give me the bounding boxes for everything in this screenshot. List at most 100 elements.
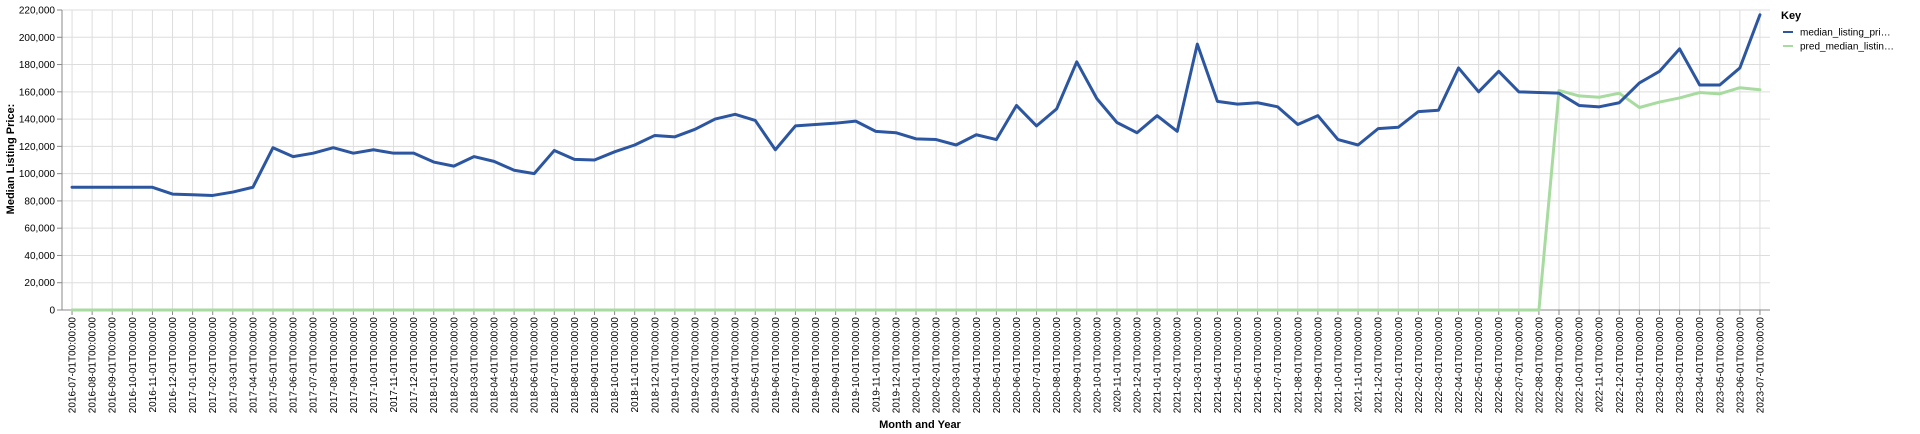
x-tick-label: 2019-04-01T00:00:00 bbox=[731, 317, 742, 414]
x-tick-label: 2023-05-01T00:00:00 bbox=[1715, 317, 1726, 414]
x-tick-label: 2023-01-01T00:00:00 bbox=[1635, 317, 1646, 414]
x-tick-label: 2021-07-01T00:00:00 bbox=[1273, 317, 1284, 414]
x-tick-label: 2020-08-01T00:00:00 bbox=[1052, 317, 1063, 414]
x-tick-label: 2016-12-01T00:00:00 bbox=[168, 317, 179, 414]
series-line-0 bbox=[70, 13, 1762, 197]
x-tick-label: 2020-01-01T00:00:00 bbox=[912, 317, 923, 414]
x-tick-label: 2019-10-01T00:00:00 bbox=[851, 317, 862, 414]
x-tick-label: 2019-05-01T00:00:00 bbox=[751, 317, 762, 414]
x-tick-label: 2022-01-01T00:00:00 bbox=[1394, 317, 1405, 414]
x-tick-label: 2017-03-01T00:00:00 bbox=[228, 317, 239, 414]
x-tick-label: 2021-08-01T00:00:00 bbox=[1293, 317, 1304, 414]
x-tick-label: 2020-04-01T00:00:00 bbox=[972, 317, 983, 414]
x-tick-label: 2019-07-01T00:00:00 bbox=[791, 317, 802, 414]
x-tick-label: 2016-11-01T00:00:00 bbox=[148, 317, 159, 413]
x-tick-label: 2022-12-01T00:00:00 bbox=[1615, 317, 1626, 414]
x-tick-label: 2017-07-01T00:00:00 bbox=[309, 317, 320, 414]
x-tick-label: 2021-02-01T00:00:00 bbox=[1173, 317, 1184, 414]
x-tick-label: 2022-07-01T00:00:00 bbox=[1514, 317, 1525, 414]
x-tick-label: 2019-09-01T00:00:00 bbox=[831, 317, 842, 414]
x-tick-label: 2022-10-01T00:00:00 bbox=[1575, 317, 1586, 414]
x-tick-label: 2017-12-01T00:00:00 bbox=[409, 317, 420, 414]
y-tick-label: 140,000 bbox=[19, 115, 56, 126]
x-tick-label: 2022-03-01T00:00:00 bbox=[1434, 317, 1445, 414]
x-tick-label: 2018-05-01T00:00:00 bbox=[510, 317, 521, 414]
series-lines bbox=[70, 13, 1762, 312]
x-tick-label: 2020-07-01T00:00:00 bbox=[1032, 317, 1043, 414]
y-axis-title: Median Listing Price: bbox=[5, 104, 17, 215]
x-tick-label: 2023-07-01T00:00:00 bbox=[1755, 317, 1766, 414]
x-tick-label: 2020-06-01T00:00:00 bbox=[1012, 317, 1023, 414]
x-tick-label: 2021-11-01T00:00:00 bbox=[1354, 317, 1365, 413]
x-tick-label: 2020-05-01T00:00:00 bbox=[992, 317, 1003, 414]
x-tick-label: 2018-08-01T00:00:00 bbox=[570, 317, 581, 414]
x-tick-label: 2020-12-01T00:00:00 bbox=[1133, 317, 1144, 414]
y-tick-label: 80,000 bbox=[24, 196, 55, 207]
x-tick-label: 2021-10-01T00:00:00 bbox=[1333, 317, 1344, 414]
x-tick-label: 2023-02-01T00:00:00 bbox=[1655, 317, 1666, 414]
x-tick-label: 2017-09-01T00:00:00 bbox=[349, 317, 360, 414]
x-tick-label: 2021-06-01T00:00:00 bbox=[1253, 317, 1264, 414]
x-tick-label: 2022-09-01T00:00:00 bbox=[1555, 317, 1566, 414]
x-axis-title: Month and Year bbox=[879, 419, 961, 431]
y-tick-label: 180,000 bbox=[19, 60, 56, 71]
x-axis: 2016-07-01T00:00:00 2016-08-01T00:00:00 20… bbox=[62, 309, 1770, 414]
x-tick-label: 2018-07-01T00:00:00 bbox=[550, 317, 561, 414]
legend: Key median_listing_pri… pred_median_listi… bbox=[1781, 10, 1894, 53]
x-tick-label: 2020-02-01T00:00:00 bbox=[932, 317, 943, 414]
x-tick-label: 2017-01-01T00:00:00 bbox=[188, 317, 199, 414]
x-tick-label: 2018-09-01T00:00:00 bbox=[590, 317, 601, 414]
x-tick-label: 2020-03-01T00:00:00 bbox=[952, 317, 963, 414]
x-tick-label: 2017-04-01T00:00:00 bbox=[248, 317, 259, 414]
x-tick-label: 2019-01-01T00:00:00 bbox=[670, 317, 681, 414]
gridlines bbox=[62, 9, 1770, 311]
y-tick-label: 120,000 bbox=[19, 142, 56, 153]
x-tick-label: 2020-09-01T00:00:00 bbox=[1072, 317, 1083, 414]
x-tick-label: 2017-02-01T00:00:00 bbox=[208, 317, 219, 414]
x-tick-label: 2019-08-01T00:00:00 bbox=[811, 317, 822, 414]
x-tick-label: 2019-02-01T00:00:00 bbox=[690, 317, 701, 414]
y-tick-label: 20,000 bbox=[24, 278, 55, 289]
x-tick-label: 2022-05-01T00:00:00 bbox=[1474, 317, 1485, 414]
x-tick-label: 2017-11-01T00:00:00 bbox=[389, 317, 400, 413]
x-tick-label: 2021-09-01T00:00:00 bbox=[1313, 317, 1324, 414]
y-tick-label: 100,000 bbox=[19, 169, 56, 180]
y-axis: 0 20,000 40,000 60,000 80,000 100,000 120,000 1… bbox=[19, 6, 63, 317]
x-tick-label: 2021-04-01T00:00:00 bbox=[1213, 317, 1224, 414]
x-tick-label: 2017-05-01T00:00:00 bbox=[268, 317, 279, 414]
x-tick-label: 2022-06-01T00:00:00 bbox=[1494, 317, 1505, 414]
x-tick-label: 2019-06-01T00:00:00 bbox=[771, 317, 782, 414]
x-tick-label: 2017-08-01T00:00:00 bbox=[329, 317, 340, 414]
x-tick-label: 2018-03-01T00:00:00 bbox=[469, 317, 480, 414]
y-tick-label: 0 bbox=[49, 306, 55, 317]
x-tick-label: 2018-10-01T00:00:00 bbox=[610, 317, 621, 414]
x-tick-label: 2021-01-01T00:00:00 bbox=[1153, 317, 1164, 414]
x-tick-label: 2018-04-01T00:00:00 bbox=[490, 317, 501, 414]
x-tick-label: 2018-12-01T00:00:00 bbox=[650, 317, 661, 414]
x-tick-label: 2022-11-01T00:00:00 bbox=[1595, 317, 1606, 413]
x-tick-label: 2016-10-01T00:00:00 bbox=[128, 317, 139, 414]
y-tick-label: 60,000 bbox=[24, 224, 55, 235]
x-tick-label: 2019-03-01T00:00:00 bbox=[711, 317, 722, 414]
x-tick-label: 2020-10-01T00:00:00 bbox=[1092, 317, 1103, 414]
x-tick-label: 2023-06-01T00:00:00 bbox=[1735, 317, 1746, 414]
x-tick-label: 2019-12-01T00:00:00 bbox=[891, 317, 902, 414]
y-tick-label: 40,000 bbox=[24, 251, 55, 262]
x-tick-label: 2016-08-01T00:00:00 bbox=[88, 317, 99, 414]
series-line-1 bbox=[70, 86, 1762, 312]
x-tick-label: 2017-06-01T00:00:00 bbox=[289, 317, 300, 414]
legend-label: median_listing_pri… bbox=[1800, 28, 1891, 39]
x-tick-label: 2018-11-01T00:00:00 bbox=[630, 317, 641, 413]
x-tick-label: 2023-04-01T00:00:00 bbox=[1695, 317, 1706, 414]
x-tick-label: 2017-10-01T00:00:00 bbox=[369, 317, 380, 414]
y-tick-label: 200,000 bbox=[19, 33, 56, 44]
x-tick-label: 2018-06-01T00:00:00 bbox=[530, 317, 541, 414]
x-tick-label: 2021-12-01T00:00:00 bbox=[1374, 317, 1385, 414]
x-tick-label: 2021-05-01T00:00:00 bbox=[1233, 317, 1244, 414]
x-tick-label: 2020-11-01T00:00:00 bbox=[1112, 317, 1123, 413]
x-tick-label: 2022-04-01T00:00:00 bbox=[1454, 317, 1465, 414]
x-tick-label: 2018-02-01T00:00:00 bbox=[449, 317, 460, 414]
y-tick-label: 220,000 bbox=[19, 6, 56, 17]
x-tick-label: 2022-02-01T00:00:00 bbox=[1414, 317, 1425, 414]
